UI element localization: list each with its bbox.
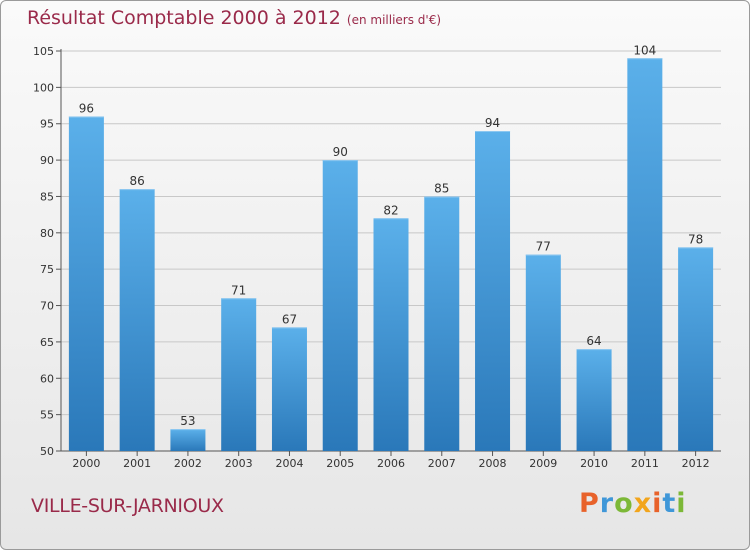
x-tick-label: 2012 — [682, 457, 710, 470]
x-tick-label: 2010 — [580, 457, 608, 470]
y-tick-label: 75 — [40, 263, 54, 276]
bar-value-label: 67 — [282, 312, 297, 326]
x-tick-label: 2007 — [428, 457, 456, 470]
axes: 50 55 60 65 70 75 80 85 90 95 100 105 — [33, 45, 721, 458]
logo-letter: i — [652, 488, 663, 519]
x-tick-label: 2005 — [326, 457, 354, 470]
bar-2000 — [68, 116, 104, 452]
bar-2009 — [525, 254, 561, 451]
logo-letter: P — [579, 488, 600, 519]
y-tick-label: 85 — [40, 190, 54, 203]
bar-2007 — [424, 196, 460, 451]
bar-value-label: 78 — [688, 232, 703, 246]
y-tick-label: 90 — [40, 154, 54, 167]
x-tick-label: 2002 — [174, 457, 202, 470]
bar-2001 — [119, 189, 155, 451]
y-tick-label: 95 — [40, 118, 54, 131]
x-tick-label: 2006 — [377, 457, 405, 470]
logo-letter: t — [662, 488, 677, 519]
x-tick-label: 2008 — [479, 457, 507, 470]
y-tick-label: 105 — [33, 45, 54, 58]
logo-letter: r — [599, 488, 615, 519]
title-text: Résultat Comptable 2000 à 2012 — [27, 7, 341, 29]
bar-value-label: 71 — [231, 283, 246, 297]
bar-value-label: 90 — [333, 145, 348, 159]
bar-2005 — [322, 160, 358, 451]
x-tick-label: 2004 — [275, 457, 303, 470]
bar-2003 — [221, 298, 257, 451]
bar-value-label: 94 — [485, 116, 500, 130]
bar-2002 — [170, 429, 206, 451]
proxiti-logo[interactable]: Proxiti — [579, 488, 687, 519]
y-tick-label: 60 — [40, 372, 54, 385]
x-tick-label: 2009 — [529, 457, 557, 470]
x-tick-label: 2000 — [72, 457, 100, 470]
bar-2006 — [373, 218, 409, 451]
x-tick-label: 2011 — [631, 457, 659, 470]
chart-subtitle: (en milliers d'€) — [346, 13, 442, 27]
logo-letter: x — [633, 488, 653, 519]
labels: 96 2000 86 2001 53 2002 71 2003 67 2004 90 2005 82 20… — [72, 43, 709, 470]
y-tick-label: 80 — [40, 227, 54, 240]
bar-value-label: 82 — [383, 203, 398, 217]
y-tick-label: 55 — [40, 409, 54, 422]
bar-value-label: 77 — [536, 240, 551, 254]
bars — [68, 58, 714, 452]
bar-2012 — [678, 247, 714, 451]
y-tick-label: 65 — [40, 336, 54, 349]
bar-2010 — [576, 349, 612, 451]
bar-2008 — [475, 131, 511, 451]
bar-value-label: 104 — [633, 43, 656, 57]
bar-2011 — [627, 58, 663, 451]
bar-value-label: 64 — [586, 334, 601, 348]
bar-2004 — [271, 327, 307, 451]
bar-value-label: 85 — [434, 181, 449, 195]
commune-name: VILLE-SUR-JARNIOUX — [31, 495, 224, 517]
bar-value-label: 96 — [79, 101, 94, 115]
chart-title: Résultat Comptable 2000 à 2012 (en millie… — [27, 7, 441, 29]
logo-letter: o — [614, 488, 634, 519]
x-tick-label: 2001 — [123, 457, 151, 470]
x-tick-label: 2003 — [225, 457, 253, 470]
logo-letter: i — [676, 488, 687, 519]
bar-value-label: 53 — [180, 414, 195, 428]
y-tick-label: 50 — [40, 445, 54, 458]
y-tick-label: 70 — [40, 300, 54, 313]
y-tick-label: 100 — [33, 81, 54, 94]
bar-value-label: 86 — [130, 174, 145, 188]
